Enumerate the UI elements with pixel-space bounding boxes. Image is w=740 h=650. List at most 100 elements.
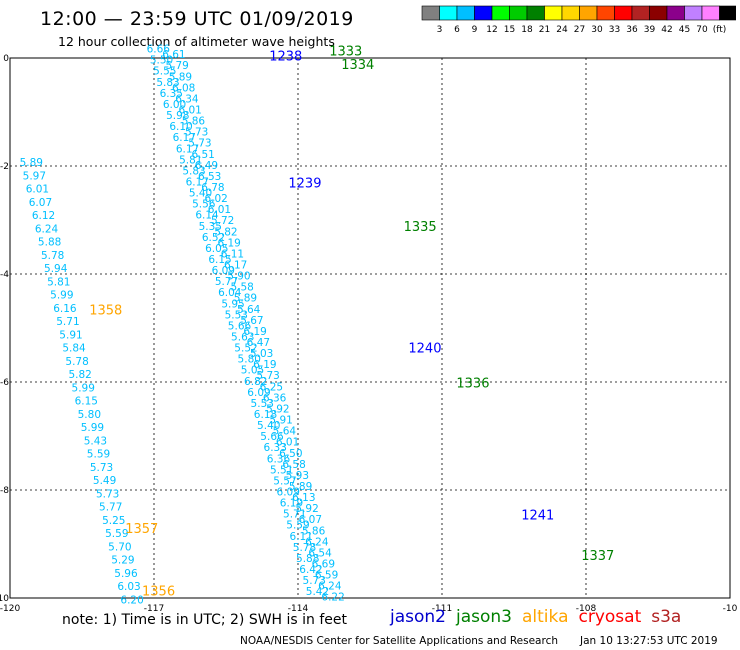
wave-height-value: 6.03 [117,581,140,593]
colorbar-label: 18 [521,25,533,35]
wave-height-value: 6.09 [277,487,300,499]
wave-height-value: 5.99 [72,382,95,394]
wave-height-value: 5.64 [273,426,297,438]
wave-height-value: 6.05 [205,243,228,255]
wave-height-value: 5.50 [150,55,173,67]
wave-height-value: 5.83 [182,165,205,177]
wave-height-value: 6.16 [53,303,77,315]
wave-height-value: 5.55 [153,66,176,78]
wave-height-value: 5.42 [306,586,329,598]
wave-height-value: 6.13 [292,492,315,504]
wave-height-value: 6.02 [204,193,227,205]
wave-height-value: 5.80 [78,409,101,421]
generated-timestamp: Jan 10 13:27:53 UTC 2019 [580,635,718,647]
wave-height-value: 5.72 [211,215,234,227]
altimeter-track: 6.666.615.505.795.555.895.836.086.356.34… [147,44,345,604]
satellite-legend-item: jason2 [390,607,446,627]
wave-height-value: 6.09 [212,265,235,277]
wave-height-value: 5.89 [234,293,257,305]
colorbar-label: 12 [486,25,497,35]
wave-height-value: 6.69 [312,558,335,570]
wave-height-value: 6.19 [243,326,266,338]
colorbar-label: 21 [539,25,550,35]
wave-height-value: 6.53 [198,171,221,183]
wave-height-value: 6.01 [276,437,299,449]
map-subtitle: 12 hour collection of altimeter wave hei… [58,34,335,49]
wave-height-value: 5.51 [270,464,293,476]
wave-height-value: 5.97 [23,170,46,182]
wave-height-value: 6.78 [201,182,224,194]
colorbar-label: 15 [504,25,515,35]
wave-height-value: 5.86 [182,116,206,128]
y-tick-label: -6 [0,378,9,388]
wave-height-value: 6.09 [247,387,270,399]
wave-height-value: 6.18 [254,409,277,421]
wave-height-value: 5.99 [81,422,104,434]
x-tick-label: -120 [0,604,20,614]
wave-height-value: 5.77 [99,502,122,514]
wave-height-value: 5.73 [185,127,208,139]
orbit-number-label: 1357 [125,522,158,537]
wave-height-value: 5.79 [165,60,188,72]
wave-height-value: 6.20 [120,594,143,606]
wave-height-value: 6.01 [208,204,231,216]
wave-height-value: 5.05 [241,365,264,377]
wave-height-value: 5.78 [41,250,64,262]
orbit-number-label: 1333 [329,44,362,59]
colorbar-swatch [719,5,736,21]
colorbar-label: 6 [454,25,460,35]
colorbar-label: 42 [661,25,672,35]
wave-height-value: 6.24 [305,536,329,548]
wave-height-value: 5.40 [257,420,280,432]
wave-height-value: 5.92 [266,403,289,415]
colorbar-label: 39 [644,25,656,35]
wave-height-value: 6.04 [218,287,242,299]
y-tick-label: -2 [0,162,9,172]
wave-height-value: 5.73 [188,138,211,150]
colorbar-label: 30 [591,25,603,35]
wave-height-value: 5.53 [225,309,248,321]
orbit-number-label: 1238 [269,50,302,65]
wave-height-value: 5.96 [114,568,138,580]
satellite-legend-item: altika [522,607,569,627]
wave-height-value: 5.77 [215,276,238,288]
colorbar-label: (ft) [713,25,727,35]
wave-height-value: 5.81 [47,276,70,288]
orbit-number-label: 1336 [456,376,489,391]
wave-height-value: 6.52 [202,232,225,244]
wave-height-value: 6.10 [169,121,192,133]
wave-height-value: 5.49 [93,475,116,487]
wave-height-value: 5.84 [62,343,86,355]
wave-height-value: 5.73 [303,575,326,587]
x-tick-label: -10 [723,604,738,614]
x-tick-label: -114 [288,604,309,614]
wave-height-value: 5.91 [269,415,292,427]
orbit-number-label: 1337 [581,549,614,564]
wave-height-value: 5.59 [286,520,309,532]
x-tick-label: -108 [576,604,597,614]
x-tick-label: -111 [432,604,452,614]
wave-height-value: 5.66 [260,431,284,443]
wave-height-value: 6.19 [280,498,303,510]
wave-height-value: 5.56 [192,199,216,211]
satellite-legend-item: s3a [651,607,682,627]
wave-height-value: 6.01 [178,105,201,117]
colorbar-label: 24 [556,25,568,35]
map-title: 12:00 — 23:59 UTC 01/09/2019 [40,8,354,30]
wave-height-value: 6.14 [195,210,219,222]
wave-height-value: 6.17 [224,260,247,272]
footnote: note: 1) Time is in UTC; 2) SWH is in fe… [62,612,348,628]
colorbar-label: 70 [696,25,708,35]
orbit-number-label: 1335 [404,220,437,235]
satellite-legend-item: jason3 [456,607,512,627]
y-tick-label: 0 [3,54,9,64]
wave-height-value: 6.33 [264,442,287,454]
wave-height-value: 5.73 [90,462,113,474]
wave-height-value: 6.01 [26,184,49,196]
satellite-legend-item: cryosat [578,607,642,627]
wave-height-value: 5.59 [105,528,128,540]
credit-line: NOAA/NESDIS Center for Satellite Applica… [240,635,558,647]
wave-height-value: 6.22 [321,592,344,604]
y-tick-label: -4 [0,270,9,280]
